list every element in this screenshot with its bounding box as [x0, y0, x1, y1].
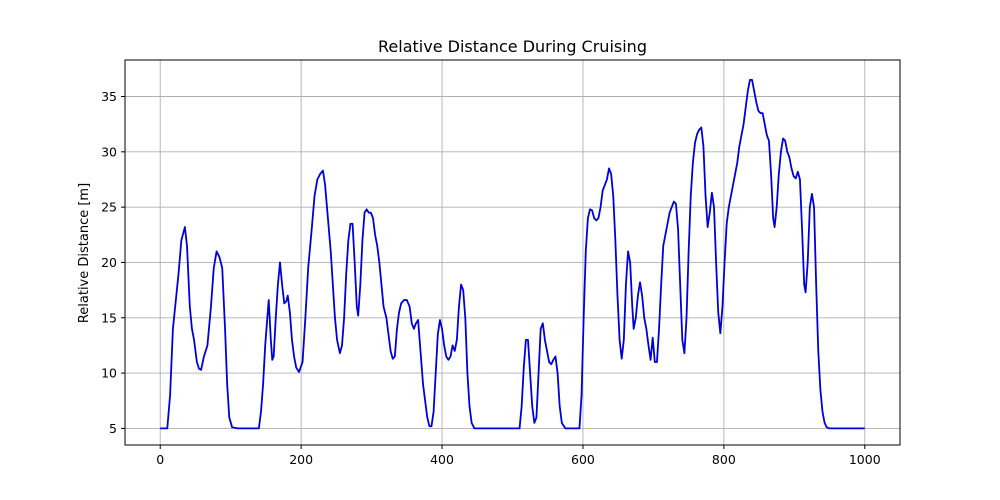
y-tick-label: 30	[101, 144, 117, 159]
y-axis-label: Relative Distance [m]	[77, 183, 92, 323]
x-tick-label: 200	[289, 452, 313, 467]
y-tick-label: 15	[101, 310, 117, 325]
x-tick-label: 1000	[849, 452, 881, 467]
x-tick-label: 600	[571, 452, 595, 467]
y-tick-label: 20	[101, 255, 117, 270]
grid	[125, 60, 900, 445]
x-tick-label: 400	[430, 452, 454, 467]
y-tick-label: 35	[101, 89, 117, 104]
x-tick-label: 800	[712, 452, 736, 467]
x-tick-label: 0	[156, 452, 164, 467]
y-tick-label: 25	[101, 200, 117, 215]
ticks: 0 200 400 600 800 1000 5 10 15 20 25 30 35	[101, 89, 881, 467]
series-line	[160, 79, 865, 430]
plot-frame	[124, 59, 901, 446]
y-tick-label: 10	[101, 366, 117, 381]
y-tick-label: 5	[109, 421, 117, 436]
chart-title: Relative Distance During Cruising	[378, 37, 647, 56]
